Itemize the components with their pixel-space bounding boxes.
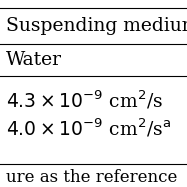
Text: $4.0 \times 10^{-9}$ cm$^{2}$/s$^{\mathrm{a}}$: $4.0 \times 10^{-9}$ cm$^{2}$/s$^{\mathr… — [6, 117, 171, 140]
Text: ure as the reference: ure as the reference — [6, 169, 177, 186]
Text: Suspending medium: Suspending medium — [6, 17, 187, 35]
Text: $4.3 \times 10^{-9}$ cm$^{2}$/s: $4.3 \times 10^{-9}$ cm$^{2}$/s — [6, 89, 163, 112]
Text: Water: Water — [6, 51, 62, 69]
